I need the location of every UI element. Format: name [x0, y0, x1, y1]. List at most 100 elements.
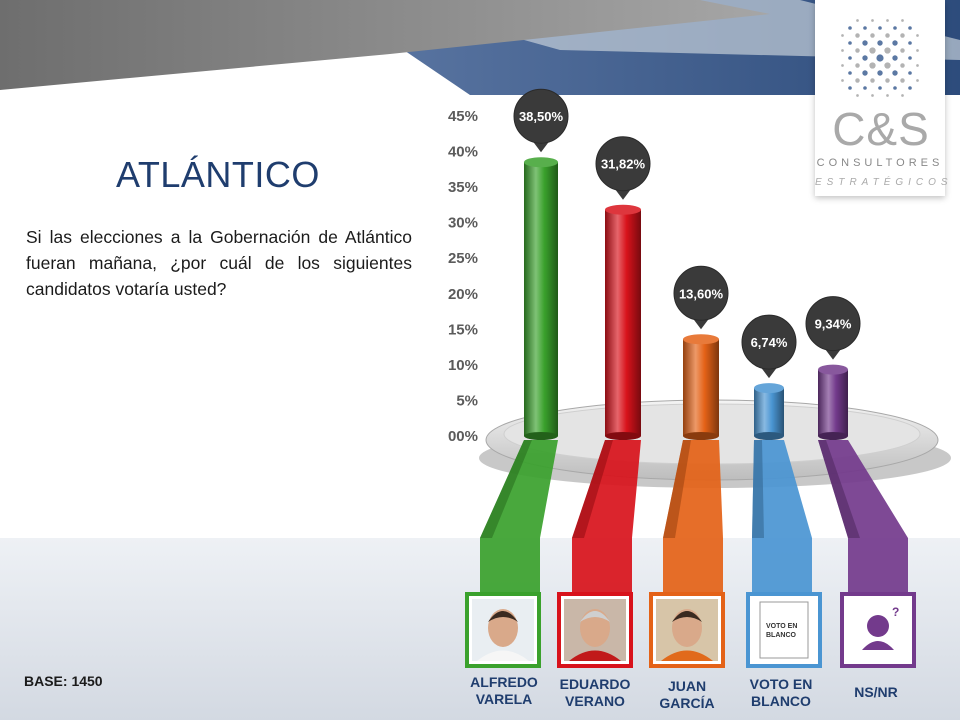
ballot-paper-icon	[759, 601, 809, 659]
candidate-name-3: JUAN GARCÍA	[659, 678, 715, 711]
logo-dot	[886, 19, 889, 22]
logo-dot	[886, 94, 889, 97]
logo-dot	[892, 40, 898, 46]
logo-tagline-2: ESTRATÉGICOS	[815, 177, 953, 188]
bar-top-4	[754, 383, 784, 394]
photo-torso-2	[569, 650, 621, 661]
logo-dot	[841, 34, 844, 37]
logo-dot	[901, 94, 904, 97]
candidate-name-5: NS/NR	[854, 684, 898, 700]
logo-tagline-1: CONSULTORES	[816, 157, 944, 169]
logo-dot	[848, 41, 852, 45]
logo-dot	[908, 41, 912, 45]
logo-dot	[908, 71, 912, 75]
bar-4	[754, 388, 784, 436]
logo-dot	[870, 78, 875, 83]
logo-dot	[870, 33, 875, 38]
photo-face-3	[672, 609, 702, 647]
survey-question: Si las elecciones a la Gobernación de At…	[26, 227, 412, 299]
unknown-person-body-icon	[862, 641, 894, 650]
logo-dot	[855, 78, 860, 83]
logo-dot	[876, 54, 884, 62]
logo-dot	[892, 55, 898, 61]
logo-dot	[862, 70, 868, 76]
logo-dot	[863, 86, 867, 90]
logo-dot	[855, 33, 860, 38]
logo-dot	[885, 78, 890, 83]
photo-torso-1	[477, 650, 529, 661]
logo-dot	[863, 26, 867, 30]
data-label-1: 38,50%	[519, 109, 564, 124]
ribbon-4	[752, 440, 812, 600]
bar-5	[818, 369, 848, 436]
data-label-2: 31,82%	[601, 157, 646, 172]
logo-dot	[877, 40, 883, 46]
bar-bottom-4	[754, 432, 784, 440]
ribbon-shade-5	[818, 440, 860, 538]
logo-dot	[871, 19, 874, 22]
logo-dot	[862, 40, 868, 46]
sample-base: BASE: 1450	[24, 673, 103, 689]
label-bubble-4	[741, 314, 797, 370]
logo-dot	[916, 49, 919, 52]
logo-dot	[841, 64, 844, 67]
logo-dot	[900, 78, 905, 83]
y-tick-label: 00%	[448, 428, 478, 445]
logo-dot	[841, 79, 844, 82]
logo-dot	[908, 26, 912, 30]
y-tick-label: 25%	[448, 250, 478, 267]
ribbon-5	[818, 440, 908, 600]
logo-dot	[848, 86, 852, 90]
label-bubble-5	[805, 296, 861, 352]
question-mark-icon: ?	[892, 605, 899, 619]
logo-dot	[893, 86, 897, 90]
y-tick-label: 5%	[456, 392, 478, 409]
logo-dot	[841, 49, 844, 52]
logo-dot	[878, 86, 882, 90]
data-label-4: 6,74%	[751, 335, 788, 350]
candidate-name-2: EDUARDO VERANO	[559, 676, 631, 709]
bar-top-2	[605, 204, 641, 215]
logo-dot	[855, 48, 860, 53]
data-label-5: 9,34%	[815, 317, 852, 332]
ribbon-shade-3	[663, 440, 691, 538]
bar-bottom-3	[683, 432, 719, 440]
ribbon-shade-4	[752, 440, 764, 538]
logo-dot	[877, 70, 883, 76]
bar-bottom-2	[605, 432, 641, 440]
logo-dot	[901, 19, 904, 22]
y-tick-label: 35%	[448, 179, 478, 196]
label-bubble-3	[673, 265, 729, 321]
ribbon-shade-2	[572, 440, 613, 538]
logo-dot	[871, 94, 874, 97]
page-title: ATLÁNTICO	[116, 154, 320, 195]
y-tick-label: 10%	[448, 357, 478, 374]
label-bubble-2	[595, 136, 651, 192]
bar-bottom-1	[524, 432, 558, 440]
logo-dot	[878, 26, 882, 30]
logo-dot	[916, 79, 919, 82]
logo-dot	[856, 19, 859, 22]
logo-dot	[916, 34, 919, 37]
logo-dot	[884, 47, 891, 54]
data-label-3: 13,60%	[679, 286, 724, 301]
logo-dot	[900, 33, 905, 38]
y-tick-label: 20%	[448, 286, 478, 303]
logo-dot	[916, 64, 919, 67]
bar-top-1	[524, 157, 558, 168]
logo-dot	[908, 86, 912, 90]
logo-dot	[848, 56, 852, 60]
candidate-name-4: VOTO EN BLANCO	[749, 676, 813, 709]
y-tick-label: 45%	[448, 108, 478, 125]
ribbon-1	[480, 440, 558, 600]
logo-dot	[884, 62, 891, 69]
logo-dot	[900, 48, 905, 53]
blank-vote-card-text: VOTO EN BLANCO	[766, 623, 798, 639]
bar-top-5	[818, 364, 848, 375]
logo-dot	[856, 94, 859, 97]
photo-hair-3	[672, 611, 702, 622]
logo-dot	[862, 55, 868, 61]
logo-dot	[869, 62, 876, 69]
